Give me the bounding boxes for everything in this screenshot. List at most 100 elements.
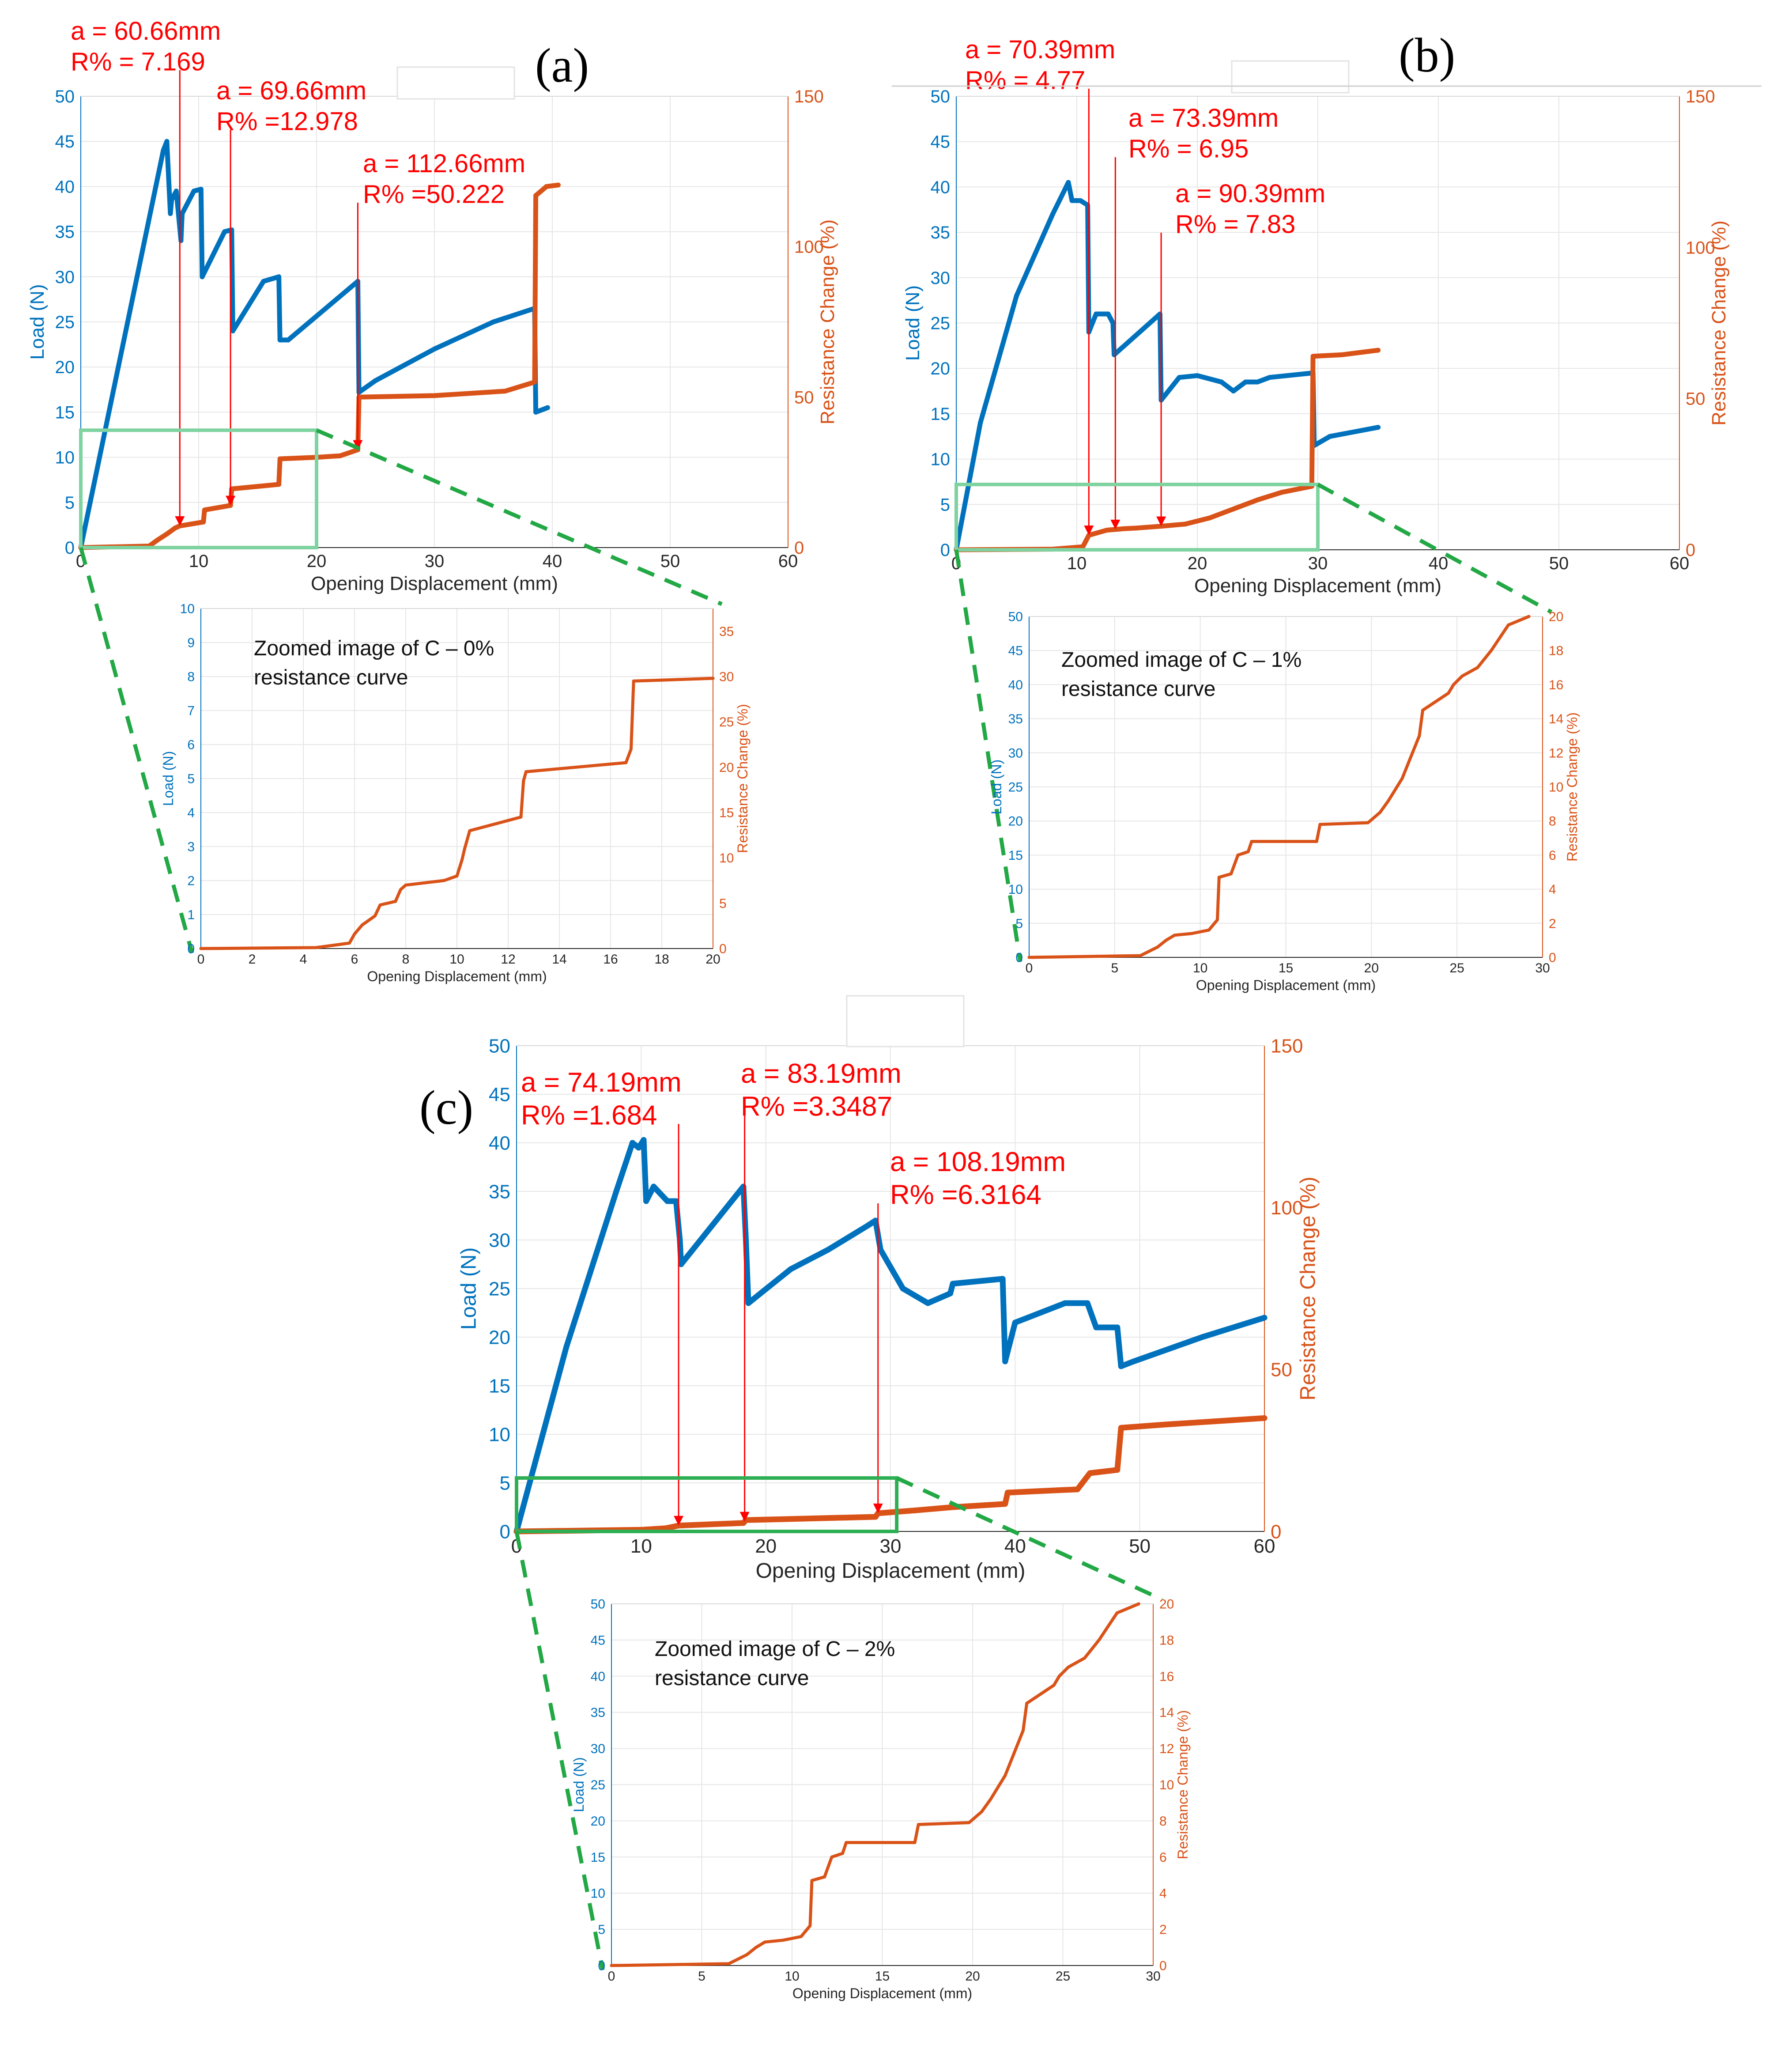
- load-data-point: [1177, 375, 1182, 380]
- y2-tick-label: 16: [1159, 1669, 1174, 1684]
- y-tick-label: 10: [931, 450, 951, 469]
- y-tick-label: 5: [187, 772, 195, 786]
- panel-label: (b): [1399, 28, 1455, 82]
- chart-a: 0 10 20 30 40 50 60051015202530354045500501001…: [26, 17, 838, 954]
- load-data-point: [743, 1237, 749, 1243]
- y2-axis-label: Resistance Change (%): [1296, 1177, 1320, 1401]
- resistance-data-point: [532, 379, 537, 385]
- x-tick-label: 5: [698, 1969, 705, 1984]
- y-tick-label: 50: [55, 87, 75, 106]
- x-tick-label: 2: [249, 952, 256, 967]
- resistance-data-point: [663, 1525, 669, 1531]
- y2-tick-label: 6: [1159, 1850, 1167, 1865]
- y2-tick-label: 15: [719, 806, 734, 820]
- resistance-data-point: [1162, 1421, 1168, 1428]
- resistance-data-point: [1366, 821, 1370, 824]
- x-tick-label: 20: [1364, 961, 1379, 975]
- load-data-point: [900, 1285, 906, 1292]
- resistance-data-point: [980, 1810, 983, 1814]
- resistance-data-point: [1052, 1683, 1056, 1687]
- resistance-change-series-line: [199, 677, 715, 950]
- resistance-data-point: [1506, 623, 1510, 627]
- annotation-crack-length: a = 73.39mm: [1128, 104, 1279, 132]
- load-data-point: [1327, 434, 1332, 439]
- x-tick-label: 4: [300, 952, 307, 967]
- y2-tick-label: 30: [719, 670, 734, 684]
- y-tick-label: 35: [1008, 712, 1023, 726]
- load-data-point: [673, 1198, 679, 1204]
- annotation-crack-length: a = 83.19mm: [741, 1058, 902, 1089]
- zoom-region-box: [515, 1476, 899, 1533]
- load-data-point: [491, 319, 496, 325]
- x-tick-label: 0: [197, 952, 205, 967]
- x-tick-label: 60: [1670, 554, 1690, 573]
- y2-tick-label: 10: [1549, 780, 1563, 795]
- resistance-data-point: [1421, 708, 1425, 712]
- y2-tick-label: 14: [1159, 1705, 1174, 1720]
- load-data-point: [1219, 379, 1224, 385]
- resistance-data-point: [754, 1946, 758, 1949]
- x-tick-label: 10: [189, 552, 209, 571]
- y-tick-label: 6: [187, 738, 195, 752]
- y-tick-label: 20: [55, 358, 75, 377]
- resistance-data-point: [353, 932, 356, 936]
- y-tick-label: 5: [1015, 916, 1023, 931]
- y-axis-label: Load (N): [160, 751, 176, 806]
- panel-label: (c): [419, 1081, 473, 1134]
- y2-tick-label: 0: [1549, 951, 1556, 965]
- annotation-crack-length: a = 74.19mm: [521, 1067, 682, 1098]
- resistance-data-point: [1087, 1470, 1093, 1476]
- x-tick-label: 14: [552, 952, 566, 967]
- resistance-data-point: [1310, 354, 1316, 359]
- x-tick-label: 30: [1535, 961, 1550, 975]
- resistance-data-point: [164, 531, 170, 537]
- load-data-point: [168, 211, 173, 216]
- y2-tick-label: 10: [1159, 1778, 1174, 1792]
- y2-axis-label: Resistance Change (%): [1175, 1710, 1191, 1860]
- y-axis-label: Load (N): [26, 284, 48, 359]
- load-data-point: [1050, 212, 1055, 217]
- resistance-data-point: [524, 770, 528, 774]
- resistance-data-point: [1246, 850, 1250, 854]
- y2-tick-label: 18: [1549, 644, 1563, 658]
- x-tick-label: 16: [603, 952, 618, 967]
- y-tick-label: 25: [55, 313, 75, 332]
- y2-tick-label: 6: [1549, 848, 1556, 863]
- x-tick-label: 30: [425, 552, 445, 571]
- load-data-point: [677, 1237, 683, 1243]
- x-tick-label: 0: [608, 1969, 615, 1984]
- x-axis-label: Opening Displacement (mm): [311, 573, 558, 594]
- resistance-data-point: [201, 519, 206, 525]
- resistance-data-point: [1022, 1729, 1025, 1732]
- resistance-data-point: [1261, 1415, 1268, 1421]
- zoom-connector-left: [954, 549, 1022, 962]
- zoom-connector-right: [1317, 483, 1553, 614]
- y-tick-label: 15: [55, 403, 75, 422]
- load-data-point: [1261, 1315, 1268, 1321]
- resistance-data-point: [1476, 666, 1479, 669]
- y-axis-label: Load (N): [902, 285, 924, 361]
- resistance-data-point: [1250, 840, 1253, 843]
- load-data-point: [1105, 311, 1111, 317]
- resistance-data-point: [378, 903, 382, 907]
- y-tick-label: 50: [489, 1035, 510, 1057]
- y-tick-label: 2: [187, 874, 195, 888]
- y-tick-label: 10: [180, 602, 195, 616]
- y2-tick-label: 4: [1549, 882, 1556, 897]
- y2-axis-label: Resistance Change (%): [817, 219, 838, 425]
- load-data-point: [947, 1290, 954, 1297]
- resistance-data-point: [912, 1507, 918, 1513]
- y2-tick-label: 2: [1549, 916, 1556, 931]
- resistance-data-point: [1156, 945, 1159, 949]
- load-data-point: [1110, 321, 1116, 325]
- blank-label-box: [396, 66, 515, 100]
- x-tick-label: 25: [1449, 961, 1464, 975]
- y-tick-label: 1: [187, 908, 195, 922]
- y-tick-label: 30: [489, 1229, 510, 1251]
- y-tick-label: 8: [187, 670, 195, 684]
- load-data-point: [198, 187, 204, 192]
- load-data-point: [651, 1183, 657, 1190]
- chart-b: 0 10 20 30 40 50 60051015202530354045500501001…: [902, 28, 1730, 962]
- resistance-data-point: [1452, 683, 1455, 686]
- load-data-point: [161, 148, 166, 153]
